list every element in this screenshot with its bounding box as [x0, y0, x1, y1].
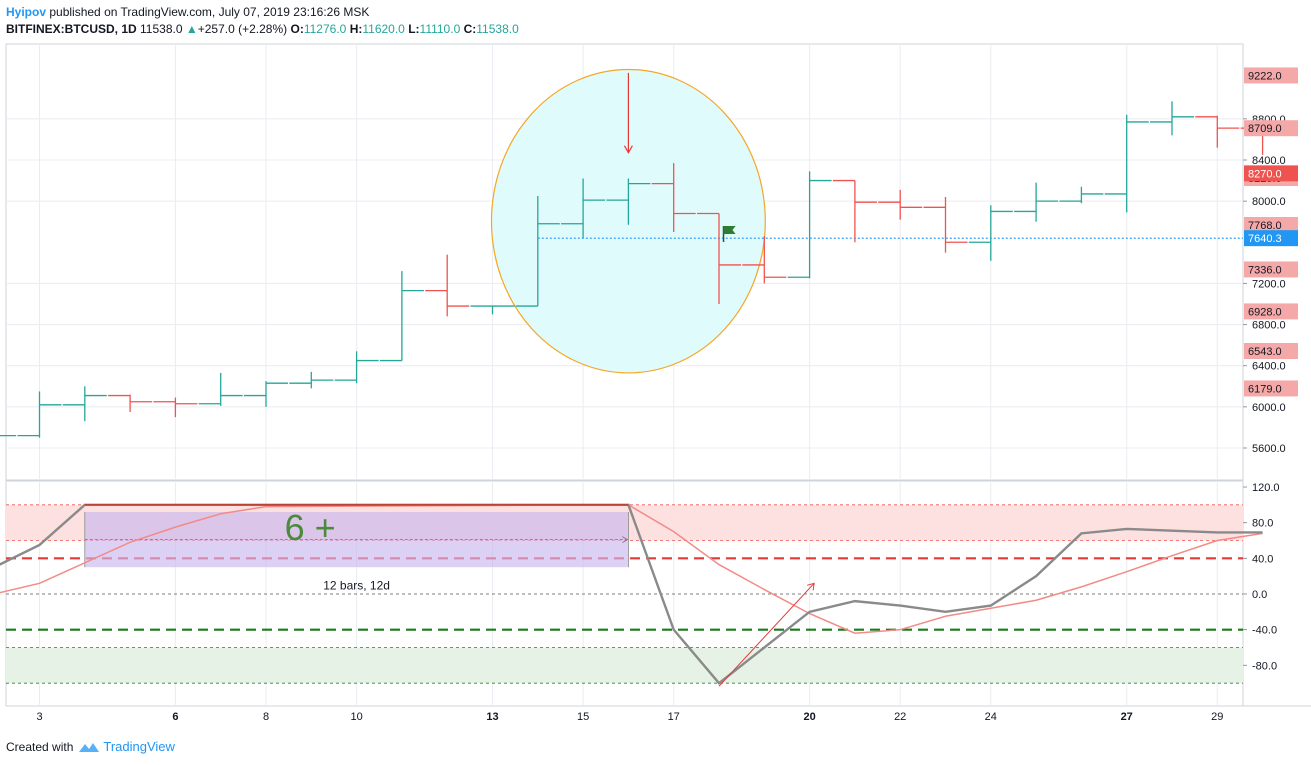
high-value: 11620.0: [362, 22, 405, 36]
price-highlight-label: 6543.0: [1248, 346, 1282, 358]
y-tick-label: 7200.0: [1252, 278, 1286, 290]
low-value: 11110.0: [419, 22, 461, 36]
price-highlight-label-bg: [1244, 120, 1298, 137]
publish-text: published on TradingView.com, July 07, 2…: [49, 5, 370, 19]
created-with-text: Created with: [6, 739, 74, 754]
price-highlight-label: 7768.0: [1248, 220, 1282, 232]
x-tick-label: 20: [803, 711, 815, 723]
publish-info: Hyipov published on TradingView.com, Jul…: [6, 5, 369, 19]
x-tick-label: 29: [1211, 711, 1223, 723]
tradingview-logo-icon: [79, 742, 100, 752]
price-highlight-label: 9222.0: [1248, 70, 1282, 82]
x-tick-label: 13: [486, 711, 498, 723]
osc-tick-label: -80.0: [1252, 660, 1277, 672]
close-value: 11538.0: [476, 22, 519, 36]
close-label: C:: [463, 22, 477, 36]
symbol-name: BITFINEX:BTCUSD, 1D: [6, 22, 137, 36]
x-tick-label: 27: [1121, 711, 1133, 723]
price-highlight-label-bg: [1244, 67, 1298, 84]
range-box-arrow: [622, 536, 629, 543]
x-tick-label: 17: [668, 711, 680, 723]
price-highlight-label: 7336.0: [1248, 264, 1282, 276]
x-tick-label: 15: [577, 711, 589, 723]
osc-tick-label: 0.0: [1252, 589, 1267, 601]
symbol-legend: BITFINEX:BTCUSD, 1D 11538.0 ▲+257.0 (+2.…: [6, 22, 519, 36]
osc-tick-label: 120.0: [1252, 482, 1280, 494]
range-box-marker: 6 +: [285, 507, 336, 548]
author-name[interactable]: Hyipov: [6, 5, 47, 19]
price-highlight-label-bg: [1244, 380, 1298, 397]
oscillator-arrow-line: [718, 582, 815, 687]
low-label: L:: [408, 22, 420, 36]
x-tick-label: 10: [350, 711, 362, 723]
tradingview-brand[interactable]: TradingView: [103, 739, 175, 754]
x-tick-label: 22: [894, 711, 906, 723]
price-change: +257.0 (+2.28%): [197, 22, 288, 36]
x-tick-label: 6: [172, 711, 178, 723]
y-tick-label: 6000.0: [1252, 402, 1286, 414]
arrow-down-head: [623, 145, 633, 154]
flag-icon: [723, 226, 736, 234]
last-price-label-bg: [1244, 165, 1298, 182]
price-highlight-label: 6179.0: [1248, 383, 1282, 395]
up-triangle-icon: ▲: [185, 22, 198, 36]
signal-line: [0, 504, 1263, 634]
price-highlight-label: 6928.0: [1248, 306, 1282, 318]
x-tick-label: 3: [36, 711, 42, 723]
open-label: O:: [290, 22, 304, 36]
price-highlight-label-bg: [1244, 261, 1298, 278]
last-price-label: 8270.0: [1248, 168, 1282, 180]
y-tick-label: 6800.0: [1252, 320, 1286, 332]
price-highlight-label-bg: [1244, 343, 1298, 360]
y-tick-label: 5600.0: [1252, 443, 1286, 455]
open-value: 11276.0: [303, 22, 347, 36]
horizontal-line-label-bg: [1244, 230, 1298, 247]
oversold-zone: [6, 647, 1243, 684]
x-tick-label: 8: [263, 711, 269, 723]
osc-tick-label: 40.0: [1252, 553, 1273, 565]
range-box-note: 12 bars, 12d: [323, 578, 390, 592]
y-tick-label: 8400.0: [1252, 155, 1286, 167]
y-tick-label: 8000.0: [1252, 196, 1286, 208]
footer: Created with TradingView: [6, 739, 175, 754]
horizontal-line-label: 7640.3: [1248, 233, 1282, 245]
last-price: 11538.0: [140, 22, 183, 36]
price-highlight-label-bg: [1244, 217, 1298, 234]
high-label: H:: [349, 22, 363, 36]
price-highlight-label-bg: [1244, 303, 1298, 320]
x-tick-label: 24: [985, 711, 997, 723]
osc-tick-label: 80.0: [1252, 518, 1273, 530]
osc-tick-label: -40.0: [1252, 625, 1277, 637]
price-highlight-label: 8709.0: [1248, 123, 1282, 135]
y-tick-label: 6400.0: [1252, 361, 1286, 373]
oscillator-arrow-head: [806, 582, 815, 591]
